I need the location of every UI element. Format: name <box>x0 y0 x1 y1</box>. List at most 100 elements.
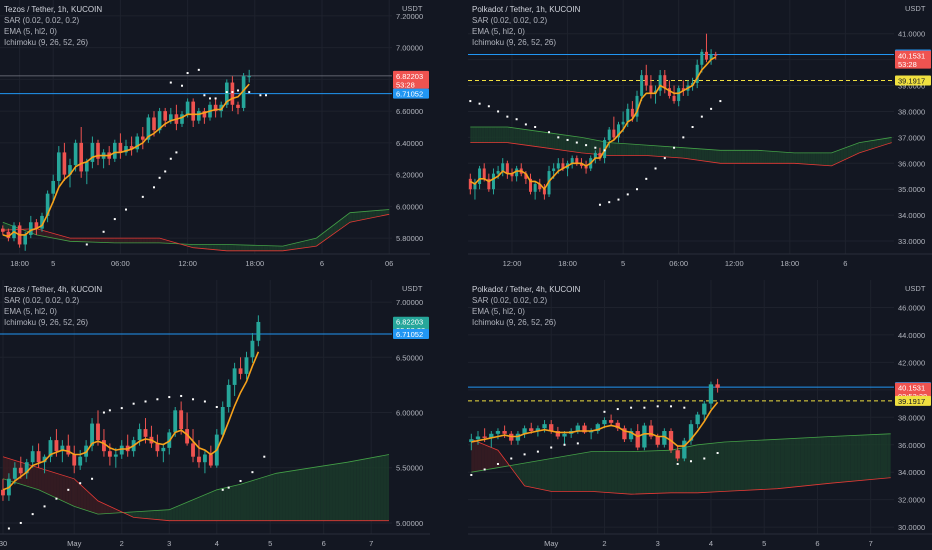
ichimoku-cloud-segment <box>246 245 250 251</box>
sar-dot <box>548 131 551 134</box>
ichimoku-cloud-segment <box>232 244 236 251</box>
x-tick-label: 12:00 <box>178 259 197 268</box>
chart-panel-tezos-1h[interactable]: 7.200007.000006.800006.600006.400006.200… <box>0 0 430 270</box>
sar-dot <box>175 151 178 154</box>
ichimoku-cloud-segment <box>479 127 482 143</box>
sar-dot <box>603 149 606 152</box>
currency-unit: USDT <box>905 284 926 293</box>
candle <box>23 234 28 245</box>
ichimoku-cloud-segment <box>553 133 556 150</box>
ichimoku-cloud-segment <box>768 151 772 164</box>
candle <box>191 443 195 457</box>
ichimoku-cloud-segment <box>534 460 538 489</box>
sar-dot <box>663 157 666 160</box>
ichimoku-cloud-segment <box>160 510 164 521</box>
price-label-badge <box>895 75 931 86</box>
y-tick-label: 38.0000 <box>898 107 925 116</box>
ichimoku-cloud-segment <box>488 127 492 143</box>
ichimoku-cloud-segment <box>581 137 584 154</box>
sar-dot <box>19 521 22 524</box>
candle <box>12 467 17 479</box>
ichimoku-cloud-segment <box>70 238 73 242</box>
ichimoku-cloud-segment <box>47 231 51 238</box>
candle <box>173 410 178 433</box>
ichimoku-cloud-segment <box>861 141 864 153</box>
ichimoku-span-b <box>471 438 891 495</box>
y-tick-label: 5.00000 <box>396 519 423 528</box>
candle <box>157 111 162 131</box>
x-tick-label: 5 <box>762 539 766 548</box>
ichimoku-cloud-segment <box>224 244 227 251</box>
ichimoku-cloud-segment <box>727 441 731 492</box>
y-tick-label: 46.0000 <box>898 303 925 312</box>
ichimoku-cloud-segment <box>509 127 512 144</box>
ichimoku-cloud-segment <box>868 140 871 150</box>
candle <box>247 76 252 78</box>
sar-dot <box>120 407 123 410</box>
ichimoku-cloud-segment <box>690 445 695 493</box>
sar-dot <box>603 410 606 413</box>
chart-panel-polkadot-4h[interactable]: 46.000044.000042.000040.000038.000036.00… <box>468 280 932 550</box>
candle <box>24 462 29 474</box>
ichimoku-cloud-segment <box>58 234 62 240</box>
ichimoku-cloud-segment <box>796 152 800 164</box>
candle <box>224 82 229 105</box>
ichimoku-span-b <box>2 213 390 252</box>
ichimoku-cloud-segment <box>826 152 830 166</box>
ichimoku-cloud-segment <box>106 505 110 514</box>
ichimoku-cloud-segment <box>47 470 51 496</box>
chart-canvas[interactable]: 7.00000 6.50000 6.00000 5.50000 5.00000 30 May… <box>0 280 430 550</box>
ichimoku-cloud-segment <box>249 245 252 251</box>
x-tick-label: 3 <box>167 539 171 548</box>
ichimoku-cloud-segment <box>718 150 721 164</box>
chart-panel-tezos-4h[interactable]: 7.00000 6.50000 6.00000 5.50000 5.00000 30 May… <box>0 280 430 550</box>
ichimoku-cloud-segment <box>255 478 259 521</box>
ichimoku-cloud-segment <box>41 468 45 493</box>
sar-dot <box>209 97 211 100</box>
horizontal-divider[interactable] <box>0 270 932 280</box>
candle <box>491 173 495 190</box>
sar-dot <box>566 138 569 141</box>
ichimoku-cloud-segment <box>667 450 672 493</box>
ichimoku-cloud-segment <box>72 238 76 242</box>
sar-dot <box>496 462 499 465</box>
ichimoku-cloud-segment <box>271 245 275 251</box>
sar-dot <box>469 100 472 103</box>
ichimoku-cloud-segment <box>117 238 121 243</box>
ichimoku-cloud-segment <box>42 230 45 237</box>
ichimoku-cloud-segment <box>827 436 831 484</box>
ichimoku-cloud-segment <box>264 476 268 521</box>
ichimoku-cloud-segment <box>637 451 642 494</box>
candle <box>54 440 59 452</box>
candle <box>163 111 168 121</box>
sar-dot <box>676 462 679 465</box>
ichimoku-cloud-segment <box>671 449 675 493</box>
ichimoku-cloud-segment <box>288 470 292 521</box>
ichimoku-cloud-segment <box>792 152 795 164</box>
chart-canvas[interactable]: 46.000044.000042.000040.000038.000036.00… <box>468 280 932 550</box>
candle <box>542 189 546 195</box>
ichimoku-cloud-segment <box>267 475 271 521</box>
ichimoku-cloud-segment <box>61 235 65 241</box>
ichimoku-cloud-segment <box>274 245 278 251</box>
ichimoku-cloud-segment <box>787 152 790 164</box>
ichimoku-cloud-segment <box>880 138 883 147</box>
candle <box>220 407 225 435</box>
x-tick-label: 4 <box>215 539 219 548</box>
chart-canvas[interactable]: 41.000040.000039.000038.000037.000036.00… <box>468 0 932 270</box>
candle <box>709 54 713 60</box>
y-tick-label: 37.0000 <box>898 133 925 142</box>
ichimoku-cloud-segment <box>806 152 809 165</box>
price-label-badge <box>895 395 931 406</box>
candle <box>667 88 671 96</box>
ichimoku-cloud-segment <box>254 245 258 251</box>
sar-dot <box>576 442 579 445</box>
candle <box>6 231 11 239</box>
ichimoku-cloud-segment <box>169 508 173 521</box>
chart-panel-polkadot-1h[interactable]: 41.000040.000039.000038.000037.000036.00… <box>468 0 932 270</box>
chart-canvas[interactable]: 7.200007.000006.800006.600006.400006.200… <box>0 0 430 270</box>
ichimoku-cloud-segment <box>778 151 781 164</box>
ichimoku-cloud-segment <box>544 459 548 491</box>
candle <box>232 368 237 385</box>
ichimoku-cloud-segment <box>567 135 570 152</box>
